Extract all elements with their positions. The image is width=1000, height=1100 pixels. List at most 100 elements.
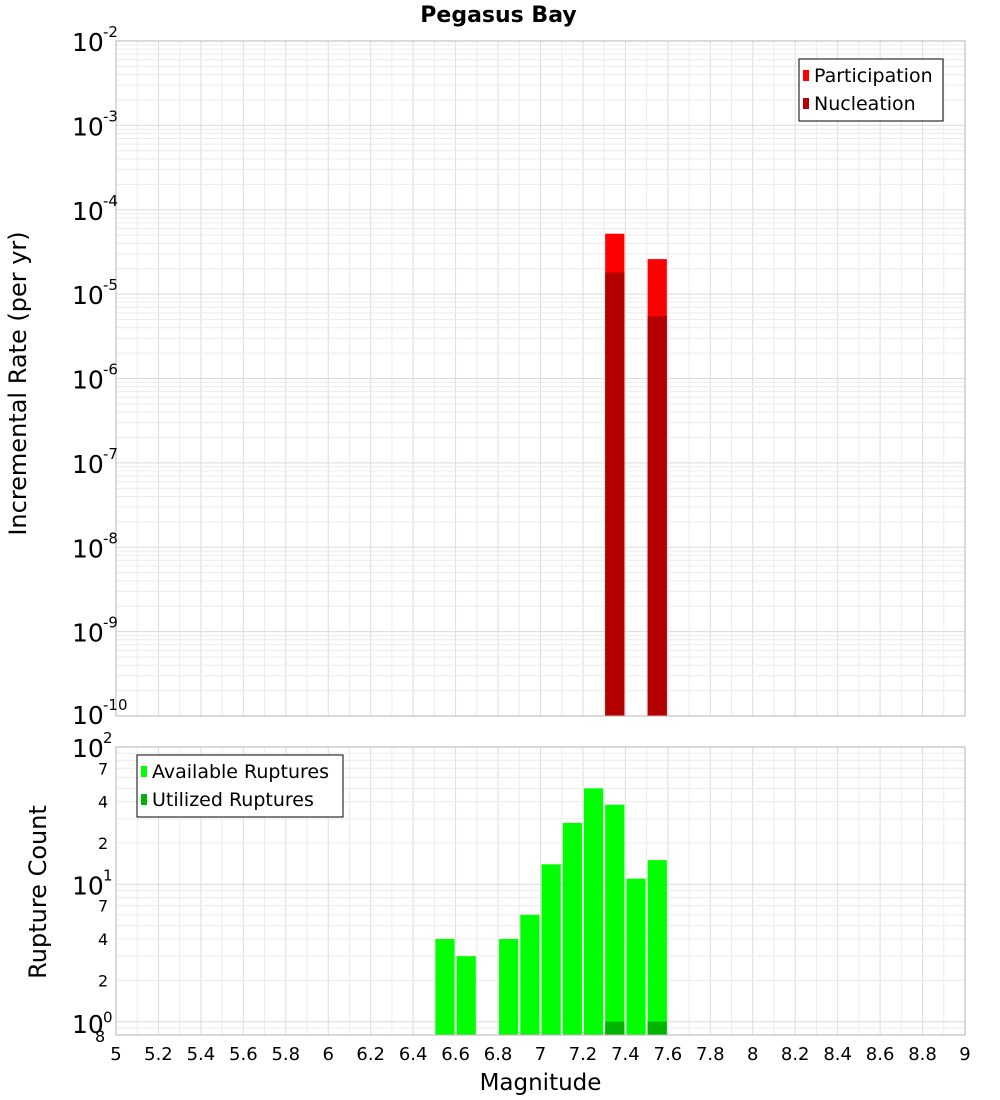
available-bar xyxy=(520,914,540,1035)
x-tick-label: 7.6 xyxy=(654,1044,683,1065)
nucleation-series xyxy=(605,272,667,716)
y-minor-tick-label: 2 xyxy=(98,834,108,853)
y-tick-label: 10 -6 xyxy=(72,361,118,395)
y-tick-exp: -10 xyxy=(103,696,128,714)
x-tick-label: 8 xyxy=(747,1044,758,1065)
available-bar xyxy=(499,939,519,1035)
available-bar xyxy=(647,860,667,1035)
y-minor-tick-label: 8 xyxy=(95,1027,105,1046)
y-tick-label: 10 -7 xyxy=(72,445,118,479)
top-grid xyxy=(115,40,966,717)
utilized-series xyxy=(605,1021,667,1035)
x-tick-label: 6.2 xyxy=(356,1044,385,1065)
available-bar xyxy=(583,788,604,1035)
y-tick-base: 10 xyxy=(72,450,104,479)
utilized-bar xyxy=(605,1021,625,1035)
y-tick-exp: -8 xyxy=(103,529,118,547)
y-tick-base: 10 xyxy=(72,1010,104,1039)
y-tick-exp: -7 xyxy=(103,445,118,463)
y-tick-label: 10 0 xyxy=(72,1009,113,1039)
available-bar xyxy=(605,804,625,1035)
x-tick-label: 5 xyxy=(110,1044,121,1065)
x-tick-label: 5.6 xyxy=(229,1044,258,1065)
x-tick-label: 8.4 xyxy=(823,1044,852,1065)
available-bar xyxy=(456,956,476,1035)
x-tick-label: 8.2 xyxy=(781,1044,810,1065)
y-tick-exp: -4 xyxy=(103,192,118,210)
bottom-plot-frame xyxy=(115,746,966,1036)
y-minor-tick-label: 7 xyxy=(98,897,108,916)
y-tick-base: 10 xyxy=(72,281,104,310)
y-tick-base: 10 xyxy=(72,112,104,141)
y-tick-exp: 0 xyxy=(103,1009,113,1027)
x-tick-label: 5.8 xyxy=(271,1044,300,1065)
legend-label: Nucleation xyxy=(814,93,916,115)
legend-swatch xyxy=(141,766,147,777)
y-tick-label: 10 1 xyxy=(72,866,113,900)
y-minor-tick-label: 4 xyxy=(98,930,108,949)
y-tick-base: 10 xyxy=(72,701,104,730)
y-tick-base: 10 xyxy=(72,619,104,648)
legend-rate: Participation Nucleation xyxy=(798,58,944,122)
y-tick-label: 10 -10 xyxy=(72,696,128,730)
legend-swatch xyxy=(803,70,809,81)
x-tick-label: 7.4 xyxy=(611,1044,640,1065)
y-tick-base: 10 xyxy=(72,28,104,57)
y-tick-exp: -2 xyxy=(103,23,118,41)
x-tick-label: 8.8 xyxy=(908,1044,937,1065)
y-tick-label: 10 -4 xyxy=(72,192,118,226)
y-tick-exp: -6 xyxy=(103,361,118,379)
y-tick-base: 10 xyxy=(72,197,104,226)
y-axis-label-rate: Incremental Rate (per yr) xyxy=(4,231,32,535)
chart-title: Pegasus Bay xyxy=(420,3,576,28)
y-tick-exp: -5 xyxy=(103,276,118,294)
y-axis-label-count: Rupture Count xyxy=(24,805,52,979)
top-plot-frame xyxy=(115,40,966,717)
available-bar xyxy=(562,822,582,1035)
y-tick-base: 10 xyxy=(72,871,104,900)
x-axis-label: Magnitude xyxy=(480,1070,602,1096)
y-minor-tick-label: 2 xyxy=(98,971,108,990)
x-tick-label: 7 xyxy=(535,1044,546,1065)
y-tick-exp: -9 xyxy=(103,614,118,632)
legend-box xyxy=(798,58,944,122)
x-tick-label: 5.4 xyxy=(187,1044,216,1065)
y-tick-exp: 1 xyxy=(103,866,113,884)
available-bar xyxy=(435,939,455,1035)
y-minor-tick-label: 4 xyxy=(98,793,108,812)
x-tick-label: 6.6 xyxy=(441,1044,470,1065)
y-tick-label: 10 2 xyxy=(72,729,113,763)
y-tick-label: 10 -5 xyxy=(72,276,118,310)
legend-swatch xyxy=(803,98,809,109)
x-tick-label: 6.8 xyxy=(484,1044,513,1065)
x-tick-label: 7.2 xyxy=(569,1044,598,1065)
y-tick-exp: 2 xyxy=(103,729,113,747)
y-tick-label: 10 -9 xyxy=(72,614,118,648)
x-tick-label: 5.2 xyxy=(144,1044,173,1065)
legend-ruptures: Available Ruptures Utilized Ruptures xyxy=(136,754,344,818)
nucleation-bar xyxy=(605,272,625,716)
legend-label: Participation xyxy=(814,65,933,87)
x-tick-label: 6.4 xyxy=(399,1044,428,1065)
y-tick-label: 10 -8 xyxy=(72,529,118,563)
utilized-bar xyxy=(647,1021,667,1035)
legend-swatch xyxy=(141,794,147,805)
legend-box xyxy=(136,754,344,818)
x-tick-label: 6 xyxy=(323,1044,334,1065)
x-tick-label: 7.8 xyxy=(696,1044,725,1065)
x-tick-label: 8.6 xyxy=(866,1044,895,1065)
available-series xyxy=(435,788,667,1035)
legend-label: Utilized Ruptures xyxy=(152,789,314,811)
y-tick-base: 10 xyxy=(72,534,104,563)
y-tick-exp: -3 xyxy=(103,107,118,125)
available-bar xyxy=(541,864,561,1035)
y-tick-label: 10 -3 xyxy=(72,107,118,141)
y-tick-label: 10 -2 xyxy=(72,23,118,57)
y-tick-base: 10 xyxy=(72,734,104,763)
y-tick-base: 10 xyxy=(72,366,104,395)
y-minor-tick-label: 7 xyxy=(98,759,108,778)
available-bar xyxy=(626,878,646,1035)
x-tick-label: 9 xyxy=(959,1044,970,1065)
